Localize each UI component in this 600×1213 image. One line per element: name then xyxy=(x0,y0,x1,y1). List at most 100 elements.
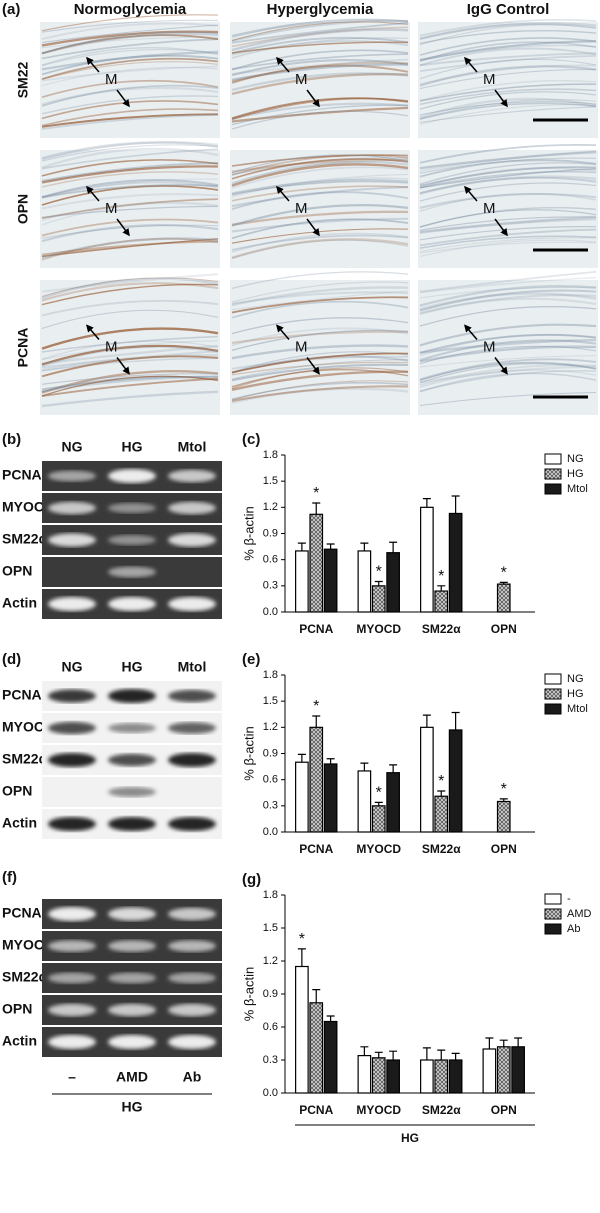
band-label: OPN xyxy=(2,783,32,799)
error-bar xyxy=(389,541,398,553)
gel-band xyxy=(168,907,216,921)
tissue-fiber xyxy=(231,179,409,196)
x-tick-label: PCNA xyxy=(299,1103,333,1117)
tissue-fiber xyxy=(419,284,597,307)
y-tick-label: 0.6 xyxy=(263,1021,278,1033)
band-label: SM22α xyxy=(2,969,48,985)
arrow xyxy=(276,56,290,73)
tissue-fiber xyxy=(419,37,597,56)
tissue-fiber xyxy=(419,150,597,172)
error-bar xyxy=(389,1050,398,1060)
tissue-fiber xyxy=(231,232,409,253)
error-bar xyxy=(437,790,446,797)
significance-mark: * xyxy=(438,568,444,585)
bar xyxy=(295,761,309,833)
gel-band xyxy=(48,972,96,984)
micrograph xyxy=(418,150,598,268)
tissue-fiber xyxy=(231,381,409,400)
tissue-fiber xyxy=(419,171,597,189)
tissue-fiber xyxy=(419,345,597,365)
tissue-fiber xyxy=(41,185,219,206)
marker-label: M xyxy=(295,71,308,88)
panel-label: (d) xyxy=(2,651,21,668)
tissue-fiber xyxy=(419,270,597,293)
tissue-fiber xyxy=(41,24,219,44)
y-tick-label: 0.6 xyxy=(263,774,278,786)
x-tick-label: SM22α xyxy=(422,622,461,636)
band-label: Actin xyxy=(2,595,37,611)
tissue-fiber xyxy=(41,238,219,258)
arrow xyxy=(116,89,130,108)
y-tick-label: 1.2 xyxy=(263,501,278,513)
tissue-fiber xyxy=(231,173,409,194)
tissue-fiber xyxy=(231,58,409,76)
gel-band xyxy=(108,972,156,984)
tissue-fiber xyxy=(41,113,219,128)
tissue-fiber xyxy=(231,22,409,44)
gel-band xyxy=(168,722,216,734)
tissue-fiber xyxy=(231,218,409,240)
tissue-fiber xyxy=(41,79,219,98)
tissue-fiber xyxy=(419,323,597,347)
marker-label: M xyxy=(295,338,308,355)
tissue-fiber xyxy=(41,30,219,47)
tissue-fiber xyxy=(419,276,597,294)
panel-label: (e) xyxy=(242,651,260,668)
tissue-fiber xyxy=(41,161,219,182)
tissue-fiber xyxy=(419,292,597,311)
bar xyxy=(434,1059,449,1094)
y-tick-label: 1.5 xyxy=(263,475,278,487)
row-header: SM22 xyxy=(15,62,31,99)
significance-mark: * xyxy=(299,931,305,948)
error-bar xyxy=(389,764,398,773)
tissue-fiber xyxy=(41,47,219,66)
tissue-fiber xyxy=(419,69,597,90)
arrow xyxy=(306,218,320,237)
micrograph xyxy=(230,280,410,415)
tissue-fiber xyxy=(231,64,409,84)
tissue-fiber xyxy=(419,167,597,189)
tissue-fiber xyxy=(41,31,219,54)
y-tick-label: 0.0 xyxy=(263,606,278,618)
tissue-fiber xyxy=(41,178,219,198)
tissue-fiber xyxy=(41,19,219,33)
tissue-fiber xyxy=(419,365,597,384)
bar xyxy=(420,1059,434,1094)
error-bar xyxy=(374,580,383,586)
tissue-fiber xyxy=(41,165,219,184)
tissue-fiber xyxy=(419,54,597,73)
tissue-fiber xyxy=(419,22,597,41)
gel-band xyxy=(48,470,96,482)
y-tick-label: 0.3 xyxy=(263,800,278,812)
error-bar xyxy=(485,1037,494,1049)
significance-mark: * xyxy=(501,565,507,582)
tissue-fiber xyxy=(41,86,219,106)
micrograph xyxy=(230,150,410,268)
legend-label: NG xyxy=(567,673,584,685)
y-tick-label: 0.3 xyxy=(263,1054,278,1066)
tissue-fiber xyxy=(419,286,597,299)
tissue-fiber xyxy=(41,357,219,372)
tissue-fiber xyxy=(41,299,219,317)
legend-swatch xyxy=(544,703,562,715)
legend-swatch xyxy=(544,483,562,495)
tissue-fiber xyxy=(41,273,219,293)
tissue-fiber xyxy=(41,54,219,76)
tissue-fiber xyxy=(419,44,597,62)
gel-band xyxy=(48,501,96,515)
tissue-fiber xyxy=(41,50,219,71)
gel-band xyxy=(48,597,96,611)
marker-label: M xyxy=(105,71,118,88)
tissue-fiber xyxy=(231,160,409,175)
y-tick-label: 0.3 xyxy=(263,580,278,592)
tissue-fiber xyxy=(419,217,597,234)
tissue-fiber xyxy=(419,22,597,40)
tissue-fiber xyxy=(419,355,597,368)
legend-label: AMD xyxy=(567,908,592,920)
error-bar xyxy=(312,715,321,728)
lane-label: Mtol xyxy=(178,439,207,455)
tissue-fiber xyxy=(231,330,409,345)
y-tick-label: 0.0 xyxy=(263,826,278,838)
tissue-fiber xyxy=(419,372,597,393)
error-bar xyxy=(499,1039,508,1047)
